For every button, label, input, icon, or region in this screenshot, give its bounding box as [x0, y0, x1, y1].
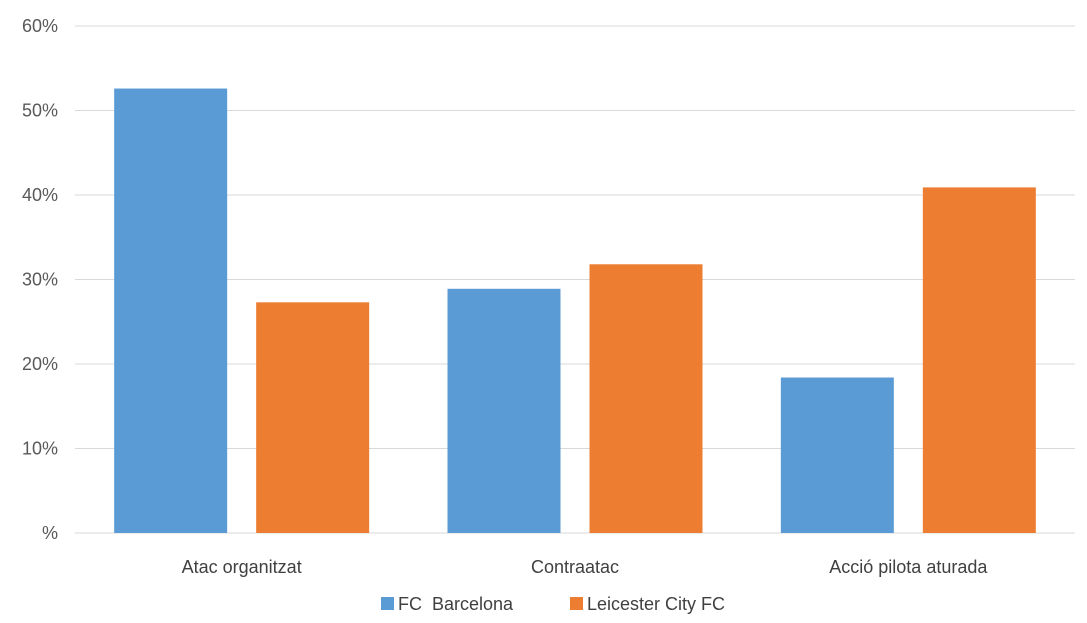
x-category-label: Acció pilota aturada: [829, 557, 988, 577]
legend-label: Leicester City FC: [587, 594, 725, 614]
y-tick-label: 20%: [22, 354, 58, 374]
y-axis-ticks: % 10% 20% 30% 40% 50% 60%: [22, 16, 58, 543]
x-category-label: Atac organitzat: [182, 557, 302, 577]
x-axis-categories: Atac organitzat Contraatac Acció pilota at…: [182, 557, 989, 577]
y-tick-label: 10%: [22, 439, 58, 459]
bars: [114, 88, 1036, 533]
bar-barcelona-1: [447, 288, 561, 533]
bar-leicester-2: [922, 187, 1036, 533]
bar-leicester-1: [589, 264, 703, 533]
y-tick-label: 30%: [22, 270, 58, 290]
legend-label: FC Barcelona: [398, 594, 514, 614]
y-tick-label: 60%: [22, 16, 58, 36]
y-tick-label: 50%: [22, 101, 58, 121]
legend-swatch: [570, 597, 583, 610]
legend: FC Barcelona Leicester City FC: [381, 594, 725, 614]
y-tick-label: %: [42, 523, 58, 543]
y-tick-label: 40%: [22, 185, 58, 205]
bar-barcelona-2: [780, 377, 894, 533]
gridlines: [75, 25, 1075, 534]
bar-leicester-0: [256, 302, 370, 533]
legend-swatch: [381, 597, 394, 610]
bar-barcelona-0: [114, 88, 228, 533]
x-category-label: Contraatac: [531, 557, 619, 577]
